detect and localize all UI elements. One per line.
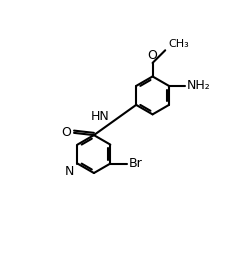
Text: Br: Br: [128, 157, 141, 170]
Text: NH₂: NH₂: [186, 80, 210, 92]
Text: HN: HN: [90, 110, 109, 123]
Text: CH₃: CH₃: [167, 39, 188, 49]
Text: O: O: [147, 49, 157, 62]
Text: O: O: [61, 126, 70, 139]
Text: N: N: [65, 165, 74, 178]
